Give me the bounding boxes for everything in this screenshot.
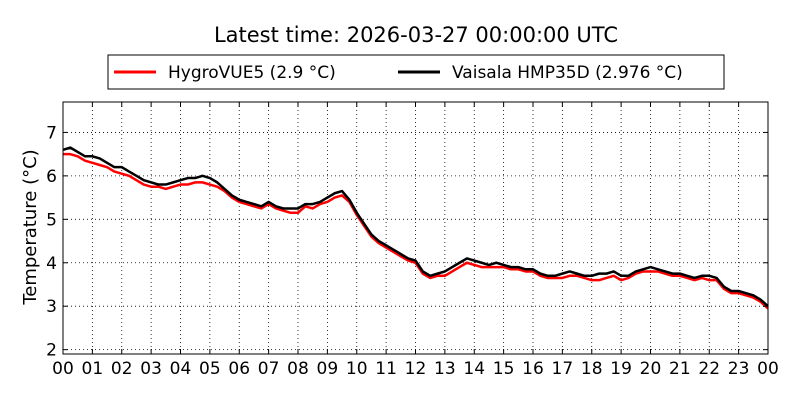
grid <box>63 102 768 354</box>
x-tick-label: 21 <box>669 359 691 379</box>
x-tick-label: 02 <box>111 359 133 379</box>
x-tick-label: 00 <box>52 359 74 379</box>
x-tick-label: 15 <box>493 359 515 379</box>
x-tick-label: 22 <box>698 359 720 379</box>
ticks <box>62 102 769 354</box>
legend-label-vaisala: Vaisala HMP35D (2.976 °C) <box>452 63 683 83</box>
x-tick-label: 07 <box>258 359 280 379</box>
x-tick-label: 19 <box>610 359 632 379</box>
x-tick-label: 03 <box>140 359 162 379</box>
y-tick-label: 2 <box>46 341 57 361</box>
plot-frame <box>62 101 769 355</box>
series-line-0 <box>63 152 769 310</box>
series-line-1 <box>62 146 769 308</box>
x-tick-label: 09 <box>317 359 339 379</box>
x-tick-label: 11 <box>375 359 397 379</box>
x-tick-label: 01 <box>82 359 104 379</box>
x-tick-label: 00 <box>757 359 779 379</box>
legend-label-hygrovue5: HygroVUE5 (2.9 °C) <box>168 63 336 83</box>
y-axis-label: Temperature (°C) <box>20 149 41 305</box>
chart-title: Latest time: 2026-03-27 00:00:00 UTC <box>214 23 618 47</box>
y-tick-label: 6 <box>46 167 57 187</box>
x-tick-label: 06 <box>228 359 250 379</box>
x-tick-label: 08 <box>287 359 309 379</box>
y-tick-label: 4 <box>46 254 57 274</box>
x-tick-label: 10 <box>346 359 368 379</box>
tick-labels: 00 01 02 03 04 05 06 07 08 09 10 11 12 13 14 15 16 17 18 19… <box>46 123 779 379</box>
x-tick-label: 16 <box>522 359 544 379</box>
x-tick-label: 17 <box>552 359 574 379</box>
x-tick-label: 14 <box>463 359 485 379</box>
y-tick-label: 5 <box>46 210 57 230</box>
x-tick-label: 23 <box>728 359 750 379</box>
y-tick-label: 3 <box>46 297 57 317</box>
plot-series <box>62 146 769 310</box>
x-tick-label: 12 <box>405 359 427 379</box>
y-tick-label: 7 <box>46 123 57 143</box>
x-tick-label: 04 <box>170 359 192 379</box>
x-tick-label: 18 <box>581 359 603 379</box>
legend: HygroVUE5 (2.9 °C) Vaisala HMP35D (2.976… <box>107 54 725 90</box>
x-tick-label: 05 <box>199 359 221 379</box>
x-tick-label: 20 <box>640 359 662 379</box>
x-tick-label: 13 <box>434 359 456 379</box>
